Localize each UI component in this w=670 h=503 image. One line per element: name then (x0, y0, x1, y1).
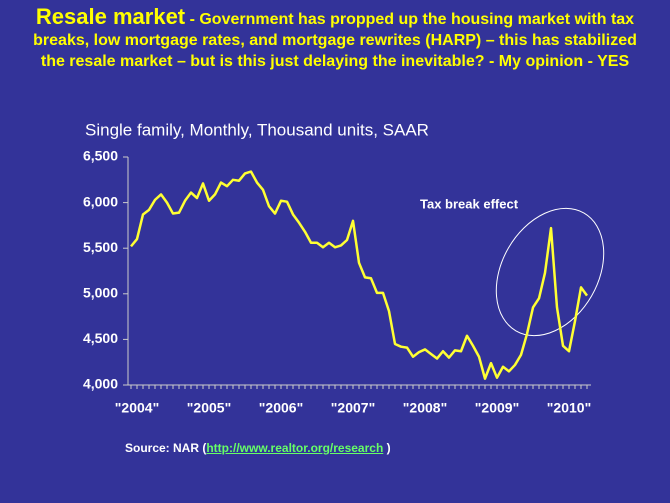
x-tick-label: "2008" (403, 400, 447, 416)
x-tick-label: "2009" (475, 400, 519, 416)
source-suffix: ) (383, 441, 391, 455)
y-tick-label: 6,000 (83, 193, 118, 209)
y-tick-label: 4,500 (83, 330, 118, 346)
source-prefix: Source: NAR ( (125, 441, 207, 455)
x-tick-label: "2006" (259, 400, 303, 416)
subtitle: - Government has propped up the housing … (33, 11, 637, 70)
y-tick-label: 5,500 (83, 239, 118, 255)
source-link[interactable]: http://www.realtor.org/research (206, 441, 384, 455)
slide-heading: Resale market - Government has propped u… (20, 6, 650, 72)
y-tick-label: 5,000 (83, 285, 118, 301)
x-tick-label: "2004" (115, 400, 159, 416)
annotation: Tax break effect (420, 196, 519, 211)
x-tick-label: "2010" (547, 400, 591, 416)
y-tick-label: 4,000 (83, 376, 118, 392)
chart-title: Single family, Monthly, Thousand units, … (85, 120, 429, 139)
x-tick-label: "2007" (331, 400, 375, 416)
highlight-ellipse (495, 207, 605, 337)
y-tick-label: 6,500 (83, 148, 118, 164)
x-tick-label: "2005" (187, 400, 231, 416)
title: Resale market (35, 4, 186, 29)
source: Source: NAR (http://www.realtor.org/rese… (125, 441, 391, 455)
data-line (130, 170, 589, 380)
